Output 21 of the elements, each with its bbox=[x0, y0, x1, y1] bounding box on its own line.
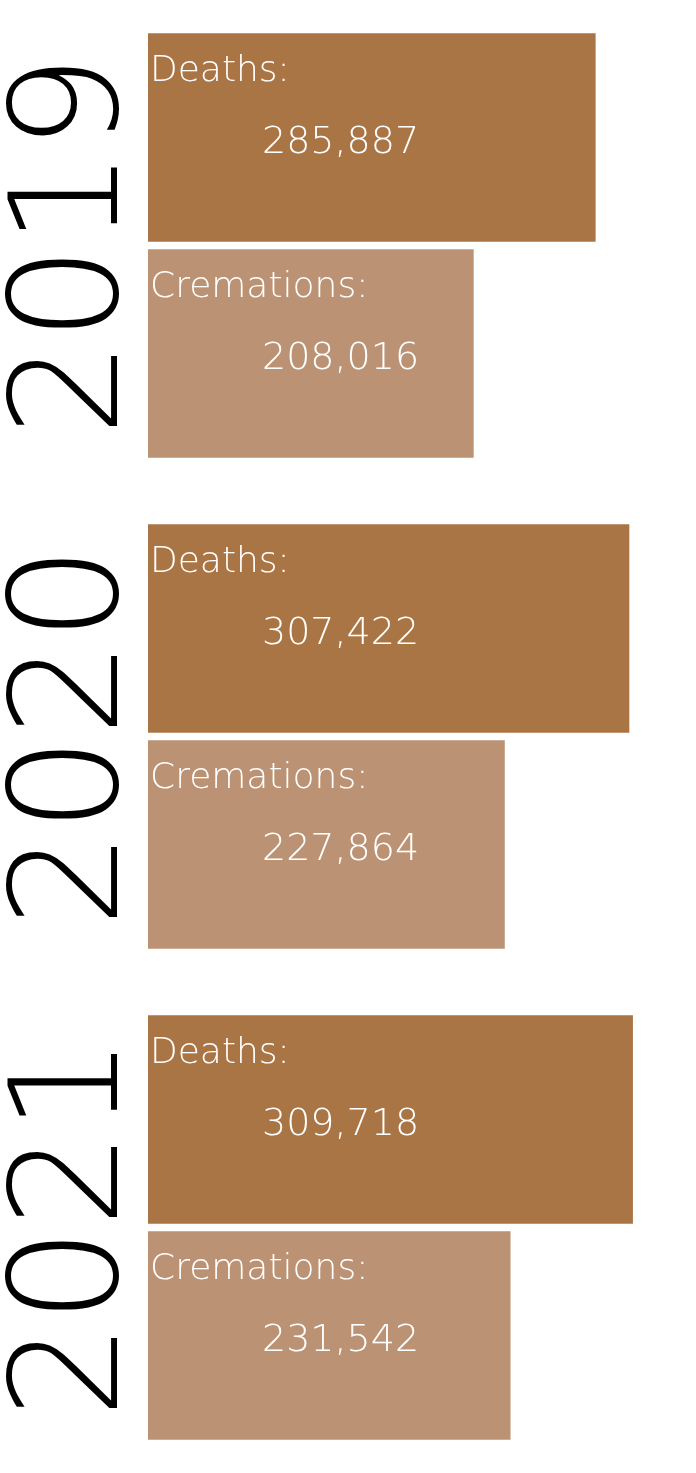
data-label: 208,016 bbox=[262, 334, 420, 379]
data-label: 307,422 bbox=[262, 609, 420, 654]
text: Deaths: bbox=[150, 538, 290, 580]
text: Deaths: bbox=[150, 1029, 290, 1071]
bar bbox=[148, 249, 474, 458]
bar bbox=[148, 33, 596, 242]
bar bbox=[148, 740, 505, 949]
bar bbox=[148, 1015, 633, 1224]
bar bbox=[148, 524, 630, 733]
data-label: 285,887 bbox=[262, 118, 420, 163]
y-tick-label: 2019 bbox=[0, 54, 152, 437]
y-tick-label: 2021 bbox=[0, 1036, 152, 1419]
bar bbox=[148, 1231, 511, 1440]
data-label: 309,718 bbox=[262, 1100, 420, 1145]
y-tick-label: 2020 bbox=[0, 545, 152, 928]
text: Cremations: bbox=[150, 754, 369, 796]
data-label: 231,542 bbox=[262, 1316, 420, 1361]
series-label: Cremations: bbox=[150, 263, 369, 305]
data-label: 227,864 bbox=[262, 825, 420, 870]
text: Cremations: bbox=[150, 1245, 369, 1287]
series-label: Deaths: bbox=[150, 47, 290, 89]
